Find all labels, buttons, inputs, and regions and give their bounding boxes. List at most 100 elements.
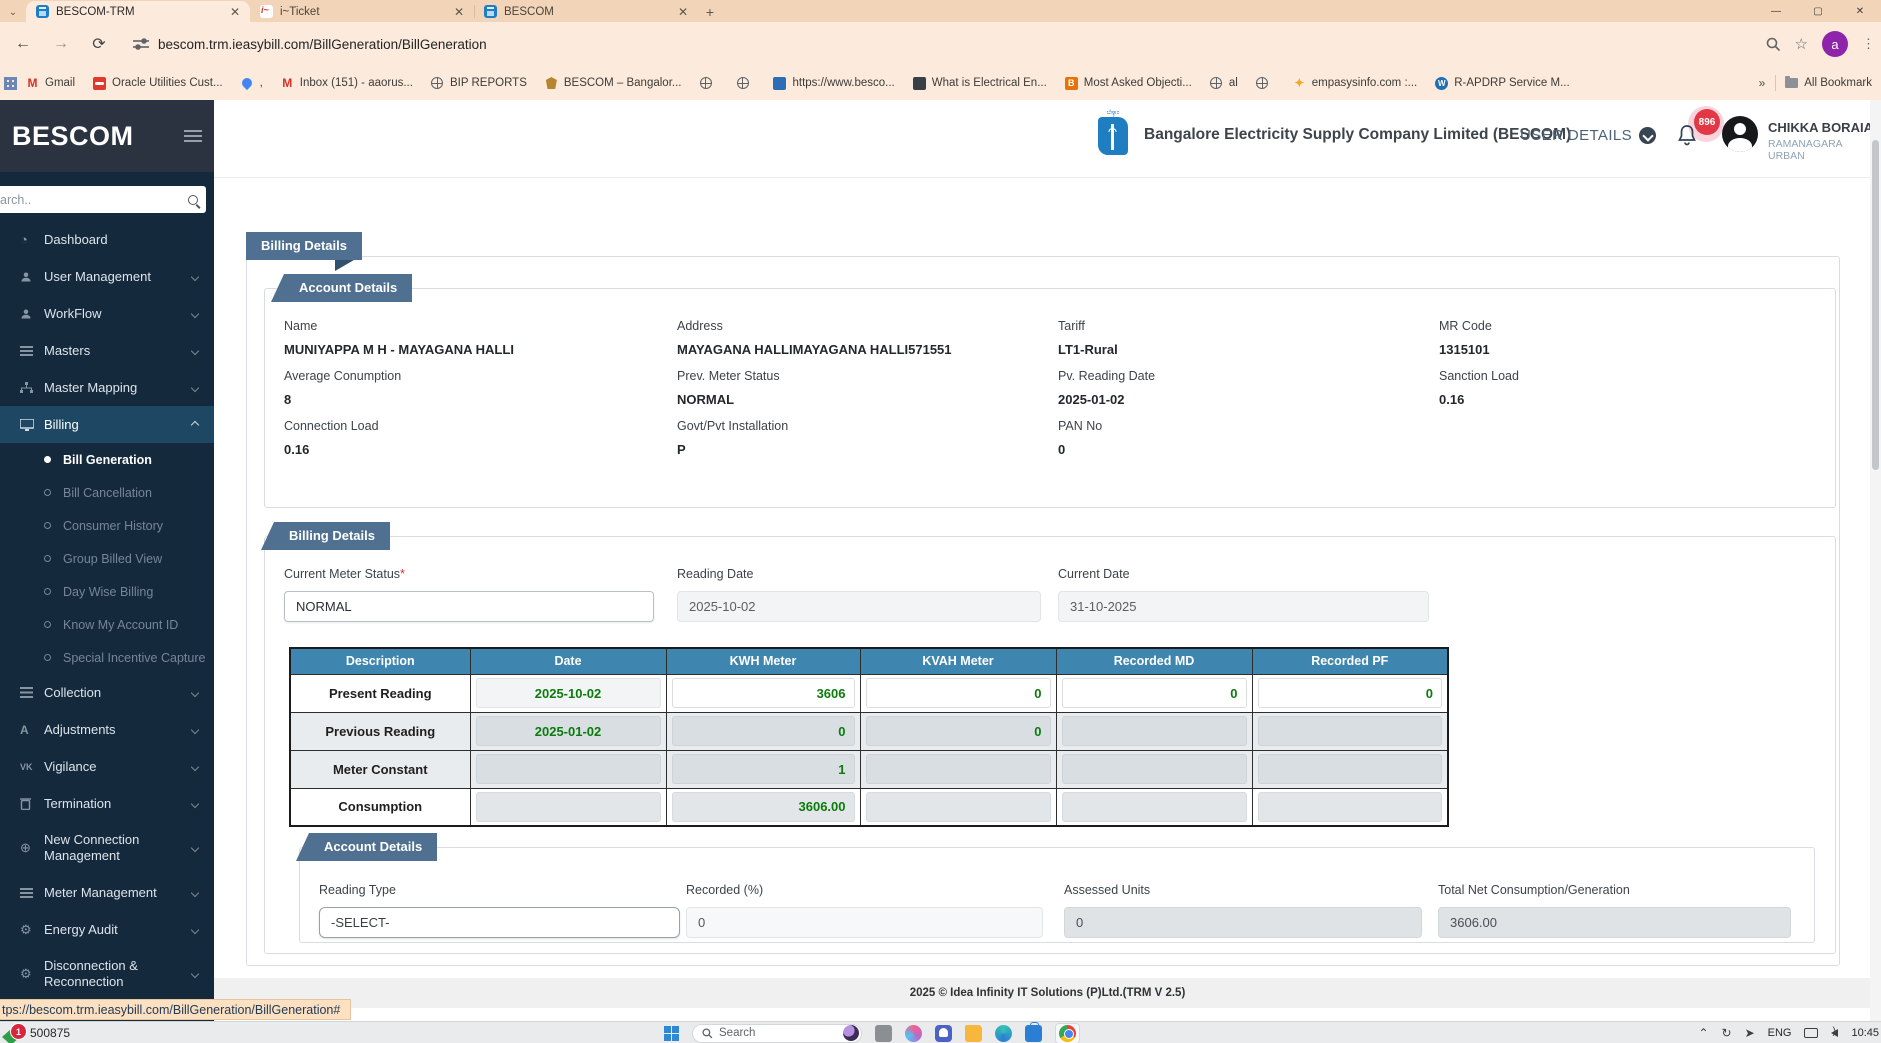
page-scrollbar[interactable] — [1870, 100, 1881, 1021]
current-meter-status-input[interactable]: NORMAL — [284, 591, 654, 622]
store-icon[interactable] — [1025, 1021, 1042, 1042]
sidebar-item-vigilance[interactable]: VK Vigilance — [0, 748, 214, 785]
sidebar-item-disconnection-reconnection[interactable]: ⚙ Disconnection & Reconnection — [0, 948, 214, 1000]
edge-icon[interactable] — [995, 1024, 1012, 1042]
consumption-pf-value — [1257, 791, 1442, 822]
tray-chevron-up-icon[interactable]: ⌃ — [1698, 1026, 1709, 1040]
sidebar-item-new-connection-management[interactable]: ⊕ New Connection Management — [0, 822, 214, 874]
bookmark-besco-url[interactable]: https://www.besco... — [764, 76, 903, 90]
display-icon[interactable] — [1804, 1028, 1819, 1038]
sync-icon[interactable]: ↻ — [1721, 1026, 1732, 1040]
field-label: Address — [677, 319, 723, 333]
chrome-taskbar-button[interactable] — [1055, 1022, 1080, 1043]
present-reading-md-input[interactable]: 0 — [1061, 678, 1247, 708]
bookmark-inbox[interactable]: M Inbox (151) - aaorus... — [272, 76, 422, 90]
bookmark-electrical[interactable]: What is Electrical En... — [904, 76, 1056, 90]
hamburger-icon[interactable] — [184, 130, 202, 142]
bookmark-globe-2[interactable] — [727, 77, 764, 90]
sidebar-item-collection[interactable]: Collection — [0, 674, 214, 711]
taskbar-search-placeholder: Search — [719, 1027, 756, 1039]
bookmark-rapdrp[interactable]: W R-APDRP Service M... — [1426, 76, 1578, 90]
apps-grid-icon[interactable] — [4, 76, 17, 90]
sidebar-subitem-consumer-history[interactable]: Consumer History — [0, 509, 214, 542]
file-explorer-icon[interactable] — [875, 1024, 892, 1042]
sidebar-subitem-special-incentive-capture[interactable]: Special Incentive Capture — [0, 641, 214, 674]
sidebar-subitem-group-billed-view[interactable]: Group Billed View — [0, 542, 214, 575]
sidebar-item-dashboard[interactable]: ◔ Dashboard — [0, 221, 214, 258]
new-tab-button[interactable]: + — [705, 4, 715, 20]
present-reading-pf-input[interactable]: 0 — [1257, 678, 1442, 708]
windows-start-icon[interactable] — [664, 1025, 679, 1041]
tab-close-icon[interactable]: ✕ — [229, 4, 240, 19]
tab-iticket[interactable]: i~Ticket ✕ — [250, 1, 475, 22]
speaker-icon[interactable] — [1831, 1026, 1839, 1037]
teams-icon[interactable] — [935, 1024, 952, 1042]
bookmarks-overflow-icon[interactable]: » — [1758, 76, 1766, 90]
browser-profile-avatar[interactable]: a — [1822, 31, 1848, 57]
tab-bescom-trm[interactable]: BESCOM-TRM ✕ — [26, 1, 250, 22]
bookmark-empasysinfo[interactable]: ✦ empasysinfo.com :... — [1284, 76, 1426, 90]
total-net-consumption-input[interactable]: 3606.00 — [1438, 907, 1791, 938]
user-avatar[interactable] — [1722, 116, 1758, 152]
current-date-input[interactable]: 31-10-2025 — [1058, 591, 1429, 622]
sidebar-subitem-bill-cancellation[interactable]: Bill Cancellation — [0, 476, 214, 509]
row-label: Consumption — [289, 787, 471, 827]
bookmark-globe-3[interactable] — [1247, 77, 1284, 90]
search-lens-icon[interactable] — [1766, 37, 1781, 52]
assessed-units-input[interactable]: 0 — [1064, 907, 1422, 938]
user-name: CHIKKA BORAIAH JC — [1768, 120, 1881, 135]
site-info-icon[interactable] — [128, 31, 154, 57]
tab-close-icon[interactable]: ✕ — [677, 4, 688, 19]
notifications-bell[interactable]: 896 — [1674, 106, 1724, 166]
sidebar-subitem-day-wise-billing[interactable]: Day Wise Billing — [0, 575, 214, 608]
sidebar-item-termination[interactable]: Termination — [0, 785, 214, 822]
bookmark-globe-1[interactable] — [690, 77, 727, 90]
bookmark-most-asked[interactable]: B Most Asked Objecti... — [1056, 76, 1201, 90]
reload-button[interactable]: ⟳ — [92, 36, 106, 53]
user-details-menu[interactable]: USER DETAILS — [1520, 127, 1657, 144]
present-reading-kvah-input[interactable]: 0 — [865, 678, 1051, 708]
minimize-button[interactable]: — — [1771, 5, 1781, 17]
pen-icon[interactable]: ➤ — [1744, 1026, 1755, 1040]
taskbar-search-input[interactable]: Search — [692, 1023, 862, 1043]
back-button[interactable]: ← — [15, 35, 31, 52]
sidebar-item-meter-management[interactable]: Meter Management — [0, 874, 214, 911]
clock[interactable]: 10:45 — [1851, 1027, 1879, 1039]
folder-icon[interactable] — [965, 1024, 982, 1042]
reading-date-input[interactable]: 2025-10-02 — [677, 591, 1041, 622]
sidebar-subitem-know-my-account-id[interactable]: Know My Account ID — [0, 608, 214, 641]
sidebar-item-energy-audit[interactable]: ⚙ Energy Audit — [0, 911, 214, 948]
maximize-button[interactable]: ▢ — [1813, 5, 1823, 17]
language-indicator[interactable]: ENG — [1767, 1027, 1792, 1039]
sidebar-item-adjustments[interactable]: A Adjustments — [0, 711, 214, 748]
bookmark-bip-reports[interactable]: BIP REPORTS — [422, 77, 536, 90]
copilot-icon[interactable] — [905, 1024, 922, 1042]
tab-search-icon[interactable]: ⌄ — [8, 6, 18, 18]
sidebar-subitem-label: Know My Account ID — [63, 617, 179, 632]
sidebar-item-masters[interactable]: Masters — [0, 332, 214, 369]
address-bar[interactable]: bescom.trm.ieasybill.com/BillGeneration/… — [158, 36, 487, 52]
bookmark-star-icon[interactable]: ☆ — [1794, 36, 1808, 53]
sidebar-search-input[interactable]: arch.. — [0, 186, 206, 213]
bookmark-bescom-bangalore[interactable]: BESCOM – Bangalor... — [536, 77, 691, 90]
bookmark-pin[interactable]: , — [232, 75, 272, 91]
bookmark-gmail[interactable]: M Gmail — [17, 76, 84, 90]
reading-type-select[interactable]: -SELECT- — [319, 907, 680, 938]
all-bookmarks-button[interactable]: All Bookmark — [1776, 76, 1881, 90]
tab-bescom[interactable]: BESCOM ✕ — [474, 1, 698, 22]
sidebar-subitem-bill-generation[interactable]: Bill Generation — [0, 443, 214, 476]
forward-button[interactable]: → — [53, 35, 69, 52]
bookmark-oracle[interactable]: Oracle Utilities Cust... — [84, 76, 232, 90]
close-button[interactable]: ✕ — [1855, 5, 1865, 17]
tab-close-icon[interactable]: ✕ — [453, 4, 464, 19]
browser-menu-icon[interactable]: ⋮ — [1862, 36, 1875, 51]
bookmark-al[interactable]: al — [1201, 77, 1247, 90]
scrollbar-thumb[interactable] — [1872, 140, 1879, 470]
present-reading-date-input[interactable]: 2025-10-02 — [475, 678, 661, 708]
sidebar-item-billing[interactable]: Billing — [0, 406, 214, 443]
sidebar-item-user-management[interactable]: User Management — [0, 258, 214, 295]
sidebar-item-master-mapping[interactable]: Master Mapping — [0, 369, 214, 406]
recorded-pct-input[interactable]: 0 — [686, 907, 1043, 938]
present-reading-kwh-input[interactable]: 3606 — [671, 678, 855, 708]
sidebar-item-workflow[interactable]: WorkFlow — [0, 295, 214, 332]
